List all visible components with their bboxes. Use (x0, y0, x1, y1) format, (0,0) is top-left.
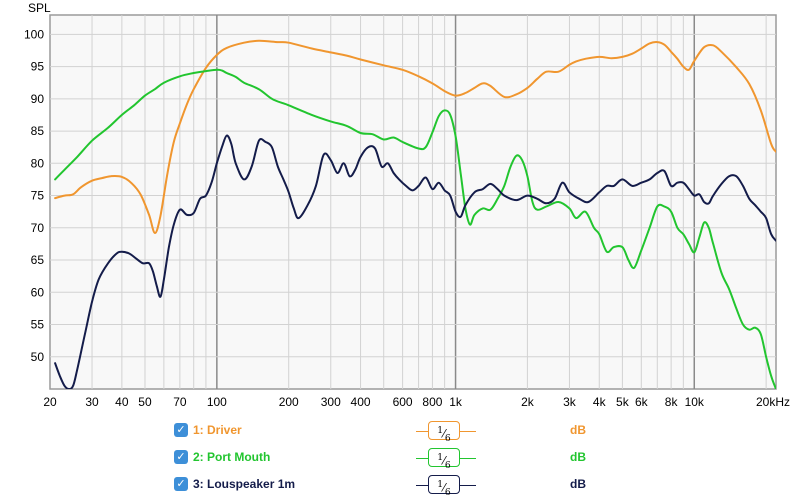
x-tick-label: 3k (563, 395, 577, 409)
x-tick-label: 70 (173, 395, 187, 409)
x-tick-label: 30 (85, 395, 99, 409)
series-line-loudspeaker (54, 134, 776, 389)
smoothing-value-port-mouth: 1⁄6 (428, 448, 460, 471)
smoothing-selector-loudspeaker[interactable]: 1⁄6 (416, 474, 476, 498)
unit-label-loudspeaker: dB (570, 477, 586, 491)
series-layer (54, 39, 776, 389)
x-tick-label: 6k (635, 395, 649, 409)
y-tick-label: 50 (31, 350, 45, 364)
legend-checkbox-driver[interactable]: ✓ (174, 423, 188, 437)
smoothing-selector-port-mouth[interactable]: 1⁄6 (416, 447, 476, 471)
legend-label-port-mouth: 2: Port Mouth (193, 450, 271, 464)
y-tick-label: 80 (31, 156, 45, 170)
x-tick-label: 300 (321, 395, 341, 409)
series-line-port-mouth (54, 68, 776, 389)
x-tick-label: 200 (279, 395, 299, 409)
x-tick-label: 20kHz (756, 395, 790, 409)
smoothing-selector-driver[interactable]: 1⁄6 (416, 420, 476, 444)
smoothing-value-loudspeaker: 1⁄6 (428, 475, 460, 498)
y-tick-label: 70 (31, 221, 45, 235)
legend-checkbox-loudspeaker[interactable]: ✓ (174, 477, 188, 491)
y-tick-label: 85 (31, 124, 45, 138)
x-tick-label: 100 (207, 395, 227, 409)
x-tick-label: 10k (685, 395, 705, 409)
x-tick-label: 1k (449, 395, 463, 409)
x-tick-label: 40 (115, 395, 129, 409)
x-tick-label: 8k (665, 395, 679, 409)
x-tick-label: 400 (351, 395, 371, 409)
x-tick-label: 600 (393, 395, 413, 409)
plot-area[interactable] (49, 14, 777, 390)
legend-label-loudspeaker: 3: Louspeaker 1m (193, 477, 296, 491)
frequency-response-chart: 100 95 90 85 80 75 70 65 60 55 50 20 30 40 50 70 100 200… (24, 1, 790, 409)
y-tick-label: 100 (24, 27, 44, 41)
x-tick-label: 5k (616, 395, 630, 409)
y-tick-label: 95 (31, 60, 45, 74)
legend-item-loudspeaker: ✓ 3: Louspeaker 1m 1⁄6 dB (174, 474, 794, 498)
x-tick-label: 800 (422, 395, 442, 409)
unit-label-port-mouth: dB (570, 450, 586, 464)
series-line-driver (54, 39, 776, 234)
legend-item-driver: ✓ 1: Driver 1⁄6 dB (174, 420, 794, 444)
x-tick-label: 20 (43, 395, 57, 409)
y-tick-label: 55 (31, 318, 45, 332)
y-tick-label: 60 (31, 285, 45, 299)
unit-label-driver: dB (570, 423, 586, 437)
x-tick-label: 50 (138, 395, 152, 409)
y-tick-label: 75 (31, 189, 45, 203)
legend-checkbox-port-mouth[interactable]: ✓ (174, 450, 188, 464)
y-axis: 100 95 90 85 80 75 70 65 60 55 50 (24, 27, 44, 363)
y-tick-label: 65 (31, 253, 45, 267)
smoothing-value-driver: 1⁄6 (428, 421, 460, 444)
y-tick-label: 90 (31, 92, 45, 106)
x-axis: 20 30 40 50 70 100 200 300 400 600 800 1k 2k 3k 4k 5k 6k… (43, 395, 790, 409)
legend-label-driver: 1: Driver (193, 423, 242, 437)
x-tick-label: 2k (521, 395, 535, 409)
legend: ✓ 1: Driver 1⁄6 dB ✓ 2: Port Mouth 1⁄6 d… (174, 420, 794, 500)
grid (50, 15, 776, 389)
x-tick-label: 4k (593, 395, 607, 409)
legend-item-port-mouth: ✓ 2: Port Mouth 1⁄6 dB (174, 447, 794, 471)
y-axis-title: SPL (28, 1, 51, 15)
